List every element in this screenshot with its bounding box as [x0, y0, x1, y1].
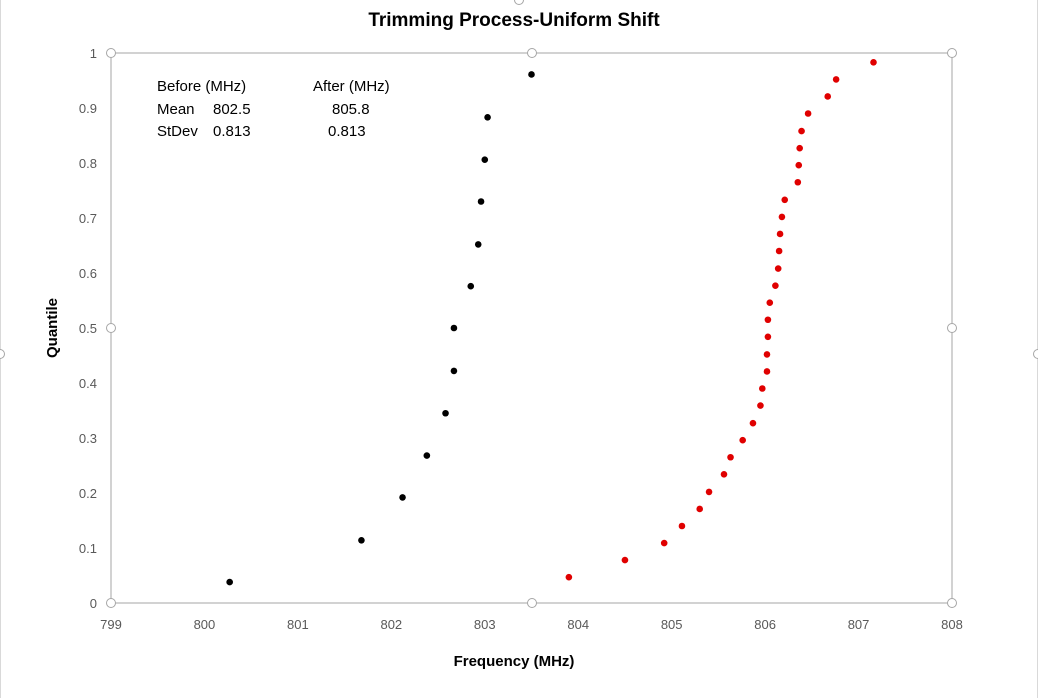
- data-point[interactable]: [766, 299, 774, 307]
- x-tick-label: 801: [287, 617, 309, 632]
- data-point[interactable]: [423, 452, 431, 459]
- data-point[interactable]: [467, 282, 475, 290]
- data-point[interactable]: [481, 156, 489, 163]
- annotation-after-header: After (MHz): [313, 78, 390, 95]
- x-tick-label: 805: [661, 617, 683, 632]
- data-point[interactable]: [795, 161, 803, 169]
- annotation-stdev-after: 0.813: [328, 123, 366, 140]
- data-point[interactable]: [778, 213, 786, 221]
- data-point[interactable]: [776, 230, 784, 238]
- data-point[interactable]: [772, 282, 779, 289]
- plot-resize-handle-left[interactable]: [106, 323, 116, 333]
- plot-resize-handle-top-left[interactable]: [106, 48, 116, 58]
- data-point[interactable]: [226, 578, 233, 586]
- annotation-stdev-label: StDev: [157, 123, 198, 140]
- data-point[interactable]: [450, 367, 458, 375]
- data-point[interactable]: [824, 93, 832, 100]
- x-tick-label: 804: [567, 617, 589, 632]
- data-point[interactable]: [727, 453, 734, 461]
- plot-resize-handle-top-right[interactable]: [947, 48, 957, 58]
- data-point[interactable]: [484, 114, 491, 121]
- data-point[interactable]: [358, 537, 365, 544]
- data-point[interactable]: [796, 144, 803, 152]
- data-point[interactable]: [774, 265, 782, 272]
- data-point[interactable]: [528, 71, 535, 78]
- plot-resize-handle-top[interactable]: [527, 48, 537, 58]
- y-tick-label: 0.8: [79, 156, 97, 171]
- data-point[interactable]: [763, 368, 771, 375]
- plot-resize-handle-bottom-left[interactable]: [106, 598, 116, 608]
- data-point[interactable]: [798, 127, 805, 135]
- y-tick-label: 0.5: [79, 321, 97, 336]
- data-point[interactable]: [870, 59, 877, 66]
- chart-resize-handle-top[interactable]: [514, 0, 524, 5]
- plot-resize-handle-bottom[interactable]: [527, 598, 537, 608]
- data-point[interactable]: [832, 76, 840, 83]
- data-point[interactable]: [696, 505, 703, 513]
- series-2[interactable]: [565, 59, 877, 581]
- y-axis-title[interactable]: Quantile: [44, 298, 61, 358]
- x-axis-title[interactable]: Frequency (MHz): [454, 653, 575, 670]
- plot-resize-handle-right[interactable]: [947, 323, 957, 333]
- y-tick-label: 0.1: [79, 541, 97, 556]
- data-point[interactable]: [781, 196, 789, 204]
- y-tick-label: 0.3: [79, 431, 97, 446]
- chart-title[interactable]: Trimming Process-Uniform Shift: [368, 10, 660, 31]
- y-tick-label: 0.4: [79, 376, 97, 391]
- data-point[interactable]: [442, 409, 449, 417]
- data-point[interactable]: [775, 247, 783, 255]
- x-tick-label: 803: [474, 617, 496, 632]
- annotation-before-header: Before (MHz): [157, 78, 246, 95]
- data-point[interactable]: [764, 333, 772, 341]
- data-point[interactable]: [749, 419, 757, 427]
- data-point[interactable]: [794, 178, 802, 186]
- x-tick-label: 808: [941, 617, 963, 632]
- x-tick-label: 799: [100, 617, 122, 632]
- y-tick-label: 1: [90, 46, 97, 61]
- x-tick-label: 807: [848, 617, 870, 632]
- data-point[interactable]: [565, 573, 573, 581]
- data-point[interactable]: [763, 351, 771, 358]
- plot-resize-handle-bottom-right[interactable]: [947, 598, 957, 608]
- data-point[interactable]: [705, 488, 713, 496]
- data-point[interactable]: [804, 110, 812, 117]
- annotation-mean-label: Mean: [157, 101, 195, 118]
- data-point[interactable]: [474, 241, 482, 248]
- annotation-mean-before: 802.5: [213, 101, 251, 118]
- x-tick-label: 800: [194, 617, 216, 632]
- y-tick-label: 0.6: [79, 266, 97, 281]
- x-tick-label: 802: [380, 617, 402, 632]
- data-point[interactable]: [477, 198, 485, 205]
- data-point[interactable]: [739, 436, 746, 444]
- data-point[interactable]: [764, 316, 772, 324]
- summary-annotations: Before (MHz) After (MHz) Mean 802.5 805.…: [157, 78, 390, 140]
- data-point[interactable]: [720, 471, 728, 478]
- chart-area-handles[interactable]: [0, 0, 1038, 359]
- x-tick-label: 806: [754, 617, 776, 632]
- data-point[interactable]: [399, 494, 406, 501]
- chart-resize-handle-right[interactable]: [1033, 349, 1038, 359]
- data-point[interactable]: [621, 556, 629, 564]
- data-point[interactable]: [757, 402, 764, 409]
- y-tick-label: 0.7: [79, 211, 97, 226]
- series-layer: [226, 59, 877, 586]
- y-tick-label: 0.2: [79, 486, 97, 501]
- chart-resize-handle-left[interactable]: [0, 349, 5, 359]
- y-axis-tick-labels: 0 0.1 0.2 0.3 0.4 0.5 0.6 0.7 0.8 0.9 1: [79, 46, 97, 611]
- annotation-mean-after: 805.8: [332, 101, 370, 118]
- y-tick-label: 0.9: [79, 101, 97, 116]
- plot-area-handles[interactable]: [106, 48, 957, 608]
- annotation-stdev-before: 0.813: [213, 123, 251, 140]
- series-1[interactable]: [226, 71, 535, 586]
- data-point[interactable]: [450, 324, 458, 332]
- x-axis-tick-labels: 799 800 801 802 803 804 805 806 807 808: [100, 617, 963, 632]
- y-tick-label: 0: [90, 596, 97, 611]
- data-point[interactable]: [660, 539, 668, 547]
- data-point[interactable]: [759, 385, 766, 392]
- data-point[interactable]: [678, 522, 686, 530]
